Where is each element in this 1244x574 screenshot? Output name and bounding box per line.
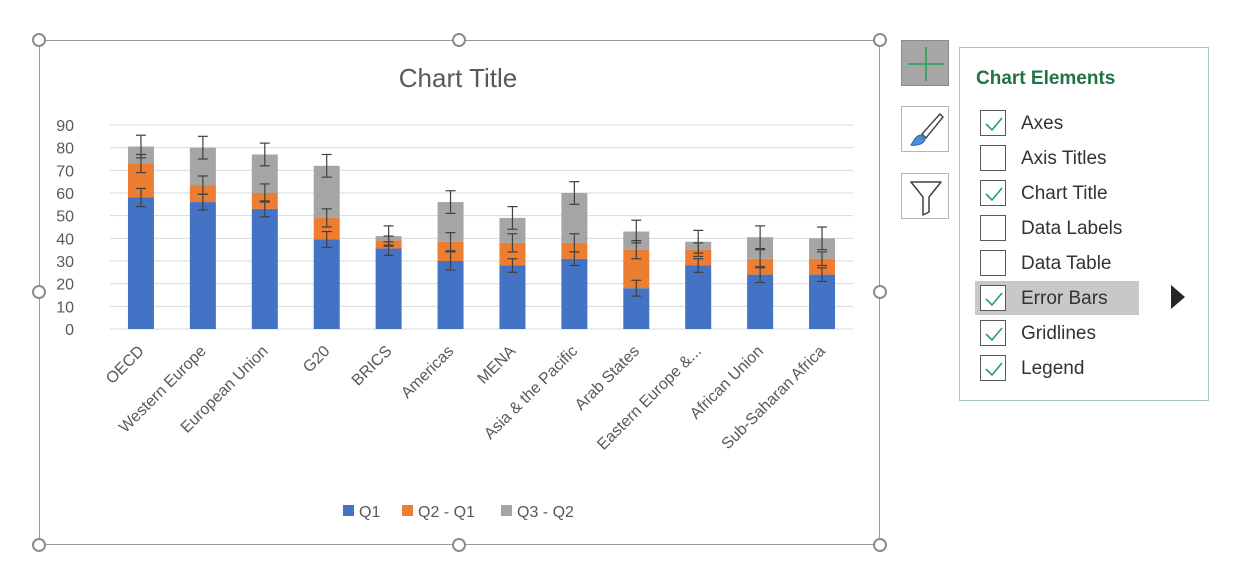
- y-tick-label: 80: [56, 141, 74, 158]
- paintbrush-icon: [909, 112, 944, 146]
- y-tick-label: 60: [56, 186, 74, 203]
- resize-handle-middle-left[interactable]: [32, 285, 46, 299]
- y-tick-label: 10: [56, 299, 74, 316]
- checkbox[interactable]: [980, 250, 1006, 276]
- y-tick-label: 50: [56, 209, 74, 226]
- bar-q2-q1-6[interactable]: [499, 242, 526, 266]
- resize-handle-top-left[interactable]: [32, 33, 46, 47]
- bar-q1-9[interactable]: [685, 265, 712, 329]
- panel-item-label: Axes: [1021, 113, 1064, 134]
- panel-item-label: Data Labels: [1021, 218, 1123, 239]
- resize-handle-bottom-left[interactable]: [32, 538, 46, 552]
- panel-item-label: Data Table: [1021, 253, 1112, 274]
- checkmark-icon: [985, 187, 1003, 202]
- panel-item-data-table[interactable]: Data Table: [975, 246, 1139, 280]
- x-category-label: MENA: [475, 343, 520, 388]
- bar-q1-10[interactable]: [747, 274, 774, 329]
- x-category-label: Americas: [398, 343, 457, 402]
- chart-elements-panel: Chart Elements Axes Axis Titles Chart Titl…: [959, 47, 1209, 401]
- x-category-label: OECD: [103, 343, 148, 388]
- checkbox[interactable]: [980, 285, 1006, 311]
- panel-item-error-bars[interactable]: Error Bars: [975, 281, 1139, 315]
- resize-handle-middle-right[interactable]: [873, 285, 887, 299]
- checkmark-icon: [985, 327, 1003, 342]
- y-tick-label: 20: [56, 277, 74, 294]
- error-bars: [135, 134, 828, 297]
- panel-item-label: Legend: [1021, 358, 1085, 379]
- bars: [127, 146, 836, 329]
- error-bars-more-options-arrow[interactable]: [1171, 285, 1185, 309]
- x-category-label: G20: [300, 343, 333, 376]
- panel-item-label: Error Bars: [1021, 288, 1108, 309]
- checkmark-icon: [985, 292, 1003, 307]
- bar-q1-11[interactable]: [809, 274, 836, 329]
- gridlines: [110, 124, 853, 330]
- bar-q1-0[interactable]: [127, 197, 154, 329]
- checkbox[interactable]: [980, 110, 1006, 136]
- legend-label[interactable]: Q2 - Q1: [418, 504, 475, 521]
- resize-handle-top-center[interactable]: [452, 33, 466, 47]
- y-axis-ticks: 0 10 20 30 40 50 60 70 80 90: [56, 118, 74, 339]
- y-tick-label: 90: [56, 118, 74, 135]
- checkmark-icon: [985, 117, 1003, 132]
- legend-swatch: [343, 505, 354, 516]
- panel-title: Chart Elements: [976, 68, 1116, 89]
- panel-item-data-labels[interactable]: Data Labels: [975, 211, 1139, 245]
- resize-handle-bottom-right[interactable]: [873, 538, 887, 552]
- panel-item-gridlines[interactable]: Gridlines: [975, 316, 1139, 350]
- panel-item-label: Axis Titles: [1021, 148, 1107, 169]
- bar-q1-4[interactable]: [375, 248, 402, 329]
- bar-q2-q1-3[interactable]: [313, 217, 340, 240]
- y-tick-label: 30: [56, 254, 74, 271]
- bar-q1-7[interactable]: [561, 258, 588, 329]
- legend-swatch: [402, 505, 413, 516]
- y-tick-label: 0: [65, 322, 74, 339]
- bar-q1-3[interactable]: [313, 239, 340, 329]
- legend: Q1 Q2 - Q1 Q3 - Q2: [343, 504, 574, 521]
- resize-handle-top-right[interactable]: [873, 33, 887, 47]
- bar-q2-q1-9[interactable]: [685, 249, 712, 266]
- y-tick-label: 70: [56, 163, 74, 180]
- checkbox[interactable]: [980, 355, 1006, 381]
- x-category-label: Eastern Europe &...: [594, 343, 705, 454]
- checkbox[interactable]: [980, 320, 1006, 346]
- chart-filters-button[interactable]: [901, 173, 949, 219]
- legend-label[interactable]: Q3 - Q2: [517, 504, 574, 521]
- resize-handle-bottom-center[interactable]: [452, 538, 466, 552]
- checkbox[interactable]: [980, 180, 1006, 206]
- chart-elements-button[interactable]: [901, 40, 949, 86]
- bar-q1-5[interactable]: [437, 261, 464, 329]
- panel-item-label: Gridlines: [1021, 323, 1096, 344]
- panel-item-axes[interactable]: Axes: [975, 106, 1139, 140]
- panel-item-label: Chart Title: [1021, 183, 1108, 204]
- plus-icon: [908, 47, 944, 81]
- panel-item-axis-titles[interactable]: Axis Titles: [975, 141, 1139, 175]
- bar-q1-6[interactable]: [499, 265, 526, 329]
- checkmark-icon: [985, 362, 1003, 377]
- panel-item-legend[interactable]: Legend: [975, 351, 1139, 385]
- chart-styles-button[interactable]: [901, 106, 949, 152]
- bar-q2-q1-11[interactable]: [809, 258, 836, 275]
- x-category-label: BRICS: [349, 343, 396, 390]
- chart-title[interactable]: Chart Title: [399, 63, 518, 93]
- bar-q1-1[interactable]: [189, 202, 216, 329]
- funnel-icon: [910, 181, 942, 216]
- legend-label[interactable]: Q1: [359, 504, 380, 521]
- y-tick-label: 40: [56, 231, 74, 248]
- bar-q1-2[interactable]: [251, 208, 278, 329]
- legend-swatch: [501, 505, 512, 516]
- x-category-label: Sub-Saharan Africa: [719, 343, 829, 453]
- checkbox[interactable]: [980, 215, 1006, 241]
- checkbox[interactable]: [980, 145, 1006, 171]
- panel-item-chart-title[interactable]: Chart Title: [975, 176, 1139, 210]
